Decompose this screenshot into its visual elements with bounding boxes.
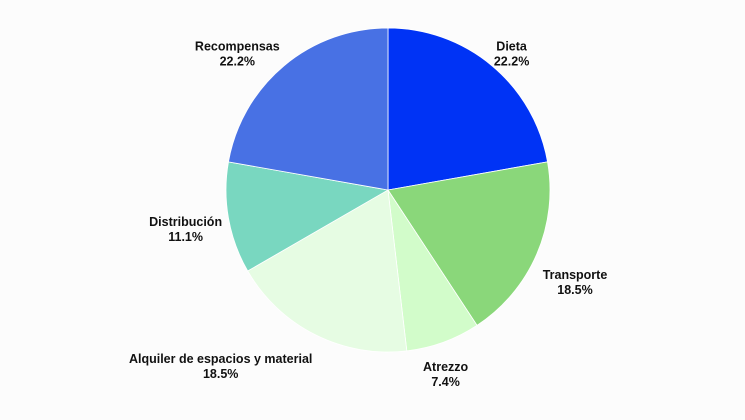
pie-label-percent: 22.2% bbox=[220, 54, 255, 68]
pie-label-name: Atrezzo bbox=[423, 360, 469, 374]
pie-label-name: Dieta bbox=[496, 39, 528, 53]
pie-label-name: Distribución bbox=[149, 215, 222, 229]
pie-slice-dieta bbox=[387, 27, 549, 191]
pie-label-percent: 22.2% bbox=[494, 54, 529, 68]
pie-label-percent: 18.5% bbox=[557, 283, 592, 297]
pie-slice-transporte bbox=[387, 161, 551, 326]
pie-slice-recompensas bbox=[227, 27, 389, 191]
pie-label-percent: 11.1% bbox=[168, 230, 203, 244]
pie-slice-alquiler-de-espacios-y-material bbox=[247, 189, 408, 353]
pie-label-name: Recompensas bbox=[195, 39, 280, 53]
pie-label-name: Transporte bbox=[543, 268, 608, 282]
pie-label-percent: 18.5% bbox=[203, 367, 238, 381]
pie-label-name: Alquiler de espacios y material bbox=[129, 352, 312, 366]
pie-labels: Dieta22.2%Transporte18.5%Atrezzo7.4%Alqu… bbox=[129, 39, 607, 388]
pie-slice-distribucion bbox=[225, 161, 390, 272]
pie-label-percent: 7.4% bbox=[431, 375, 460, 389]
pie-slices bbox=[225, 27, 551, 353]
